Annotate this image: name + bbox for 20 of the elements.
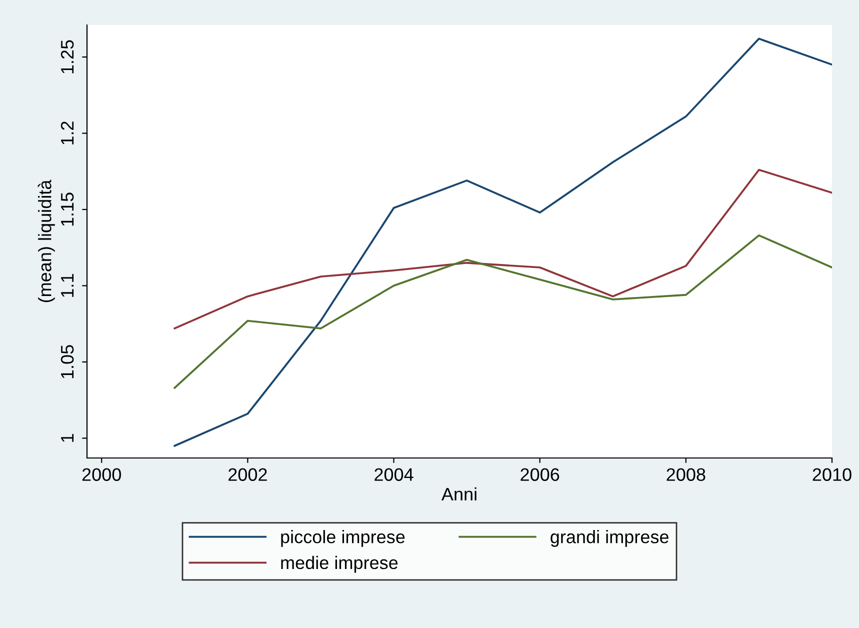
x-tick-label: 2004 xyxy=(374,468,414,481)
legend-label: grandi imprese xyxy=(550,530,668,547)
y-tick-label: 1.15 xyxy=(61,192,74,226)
line-series xyxy=(174,38,832,447)
line-series xyxy=(174,168,832,330)
x-tick-label: 2008 xyxy=(666,468,706,481)
line-series xyxy=(174,234,832,389)
y-tick-label: 1.1 xyxy=(61,274,74,297)
x-axis-title: Anni xyxy=(441,487,476,500)
legend-label: medie imprese xyxy=(281,556,398,573)
x-tick-label: 2010 xyxy=(812,468,852,481)
y-tick-label: 1 xyxy=(61,434,74,442)
legend-label: piccole imprese xyxy=(281,530,405,547)
y-tick-label: 1.2 xyxy=(60,122,74,144)
x-tick-label: 2002 xyxy=(228,468,267,481)
y-tick-label: 1.05 xyxy=(60,345,74,378)
x-tick-label: 2000 xyxy=(82,468,121,481)
x-tick-label: 2006 xyxy=(520,468,560,481)
y-axis-title: (mean) liquidità xyxy=(38,180,55,302)
y-tick-label: 1.25 xyxy=(60,40,74,74)
